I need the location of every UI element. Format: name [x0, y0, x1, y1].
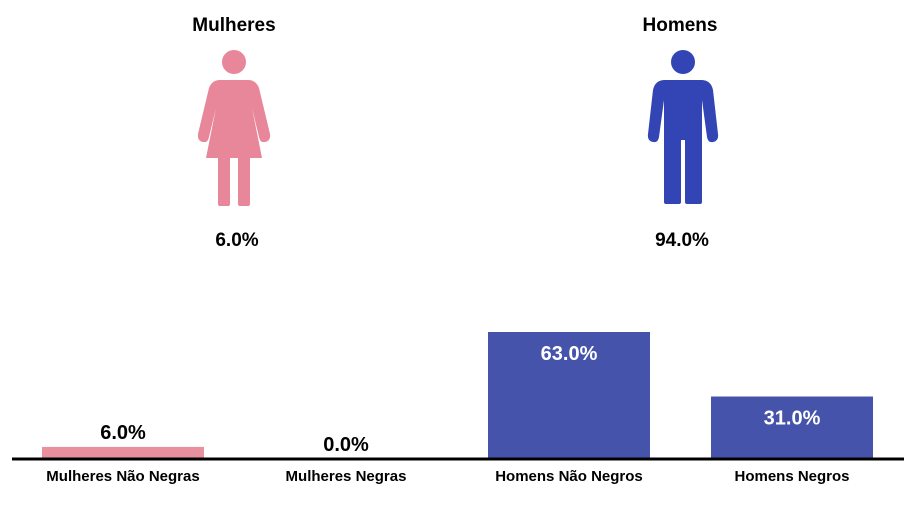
woman-icon [197, 50, 271, 206]
category-label-1: Mulheres Não Negras [46, 468, 199, 485]
category-label-2: Mulheres Negras [286, 468, 407, 485]
women-title: Mulheres [192, 15, 276, 36]
men-percent: 94.0% [655, 230, 709, 251]
men-title: Homens [642, 15, 718, 36]
bar-3 [488, 332, 650, 459]
bar-value-label-2: 0.0% [323, 434, 369, 456]
women-percent: 6.0% [215, 230, 259, 251]
bar-value-label-4: 31.0% [764, 408, 821, 430]
bar-4 [711, 396, 873, 459]
bar-value-label-1: 6.0% [100, 422, 146, 444]
bar-1 [42, 446, 204, 459]
category-label-4: Homens Negros [734, 468, 849, 485]
man-icon [647, 50, 719, 204]
bar-value-label-3: 63.0% [541, 343, 598, 365]
category-label-3: Homens Não Negros [495, 468, 643, 485]
